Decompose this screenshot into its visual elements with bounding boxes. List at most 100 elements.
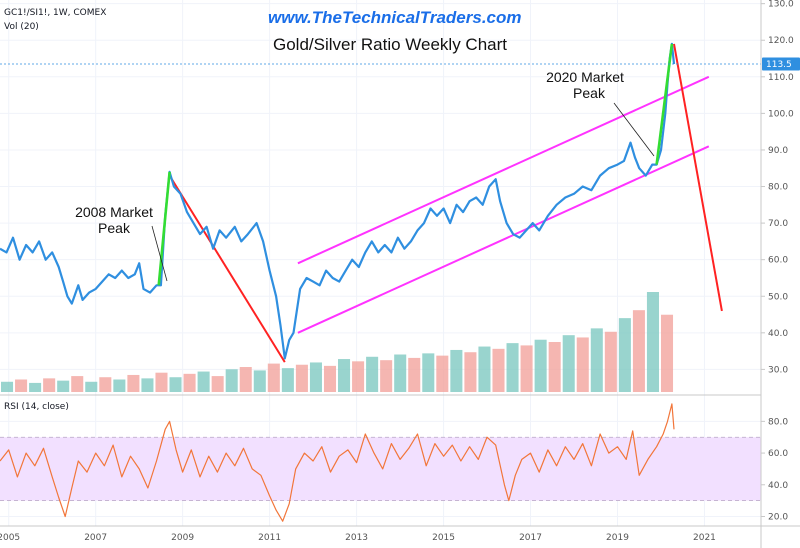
last-price-tag: 113.5 [762, 57, 800, 71]
last-price-tag-bg [762, 57, 800, 71]
volume-bar [267, 363, 280, 392]
volume-bar [113, 379, 126, 392]
volume-bars [0, 292, 674, 392]
volume-bar [323, 365, 337, 392]
volume-bar [57, 380, 70, 392]
volume-bar [632, 310, 645, 392]
price-axis[interactable]: 30.0 40.0 50.0 60.0 70.0 80.0 90.0 100.0 110.0 12… [761, 0, 794, 375]
price-tick-label: 60.0 [768, 256, 788, 266]
channel-lower-line [297, 145, 710, 334]
price-tick-label: 120.0 [768, 36, 794, 46]
symbol-line: GC1!/SI1!, 1W, COMEX [4, 8, 106, 18]
volume-bar [492, 348, 505, 392]
annotation-2020: 2020 Market Peak [546, 69, 655, 157]
volume-bar [450, 349, 463, 392]
volume-bar [225, 369, 238, 392]
volume-bar [197, 371, 210, 392]
price-tick-label: 80.0 [768, 183, 788, 193]
price-tick-label: 40.0 [768, 329, 788, 339]
rsi-label: RSI (14, close) [4, 402, 69, 412]
time-tick-label: 2017 [519, 533, 542, 543]
time-tick-label: 2021 [693, 533, 716, 543]
website-url[interactable]: www.TheTechnicalTraders.com [268, 8, 522, 27]
time-tick-label: 2005 [0, 533, 20, 543]
time-axis[interactable]: 2005 2007 2009 2011 2013 2015 2017 2019 2021 [0, 533, 716, 543]
rsi-band-borders [0, 436, 761, 502]
volume-bar [534, 339, 547, 392]
volume-bar [548, 342, 561, 392]
rally-2008-line [157, 171, 171, 286]
volume-bar [422, 353, 435, 392]
price-tick-label: 30.0 [768, 365, 788, 375]
price-tick-label: 100.0 [768, 109, 794, 119]
volume-bar [604, 331, 617, 392]
volume-bar [366, 356, 379, 392]
volume-bar [562, 335, 575, 392]
volume-bar [576, 337, 589, 392]
rsi-tick-label: 40.0 [768, 481, 788, 491]
volume-bar [15, 379, 28, 392]
volume-bar [436, 355, 449, 392]
annotation-2020-line2: Peak [573, 85, 606, 101]
volume-bar [520, 345, 533, 392]
volume-bar [0, 381, 14, 392]
volume-bar [380, 360, 393, 392]
volume-bar [281, 368, 294, 392]
rsi-tick-label: 80.0 [768, 417, 788, 427]
rsi-line [0, 403, 675, 522]
time-tick-label: 2015 [432, 533, 455, 543]
volume-bar [99, 377, 112, 392]
volume-bar [141, 378, 154, 392]
volume-bar [646, 292, 659, 392]
volume-bar [183, 373, 196, 392]
price-tick-label: 110.0 [768, 73, 794, 83]
volume-bar [169, 377, 182, 392]
volume-bar [71, 376, 84, 392]
time-tick-label: 2019 [606, 533, 629, 543]
price-tick-label: 130.0 [768, 0, 794, 10]
channel-upper-line [297, 75, 710, 265]
price-tick-label: 70.0 [768, 219, 788, 229]
annotation-2008-line2: Peak [98, 220, 131, 236]
volume-bar [618, 318, 631, 392]
volume-bar [29, 382, 42, 392]
chart-title: Gold/Silver Ratio Weekly Chart [273, 35, 507, 54]
price-line [0, 42, 676, 360]
time-tick-label: 2013 [345, 533, 368, 543]
annotation-2008: 2008 Market Peak [75, 204, 168, 282]
volume-bar [352, 361, 365, 392]
time-tick-label: 2007 [84, 533, 107, 543]
volume-bar [295, 364, 308, 392]
volume-bar [85, 381, 98, 392]
rsi-tick-label: 20.0 [768, 512, 788, 522]
volume-bar [309, 362, 322, 392]
volume-bar [338, 359, 351, 392]
last-price-tag-text: 113.5 [766, 60, 792, 70]
volume-bar [211, 376, 224, 392]
annotation-2008-line1: 2008 Market [75, 204, 153, 220]
price-tick-label: 50.0 [768, 292, 788, 302]
volume-bar [253, 370, 266, 392]
volume-bar [464, 352, 477, 392]
annotation-2020-line1: 2020 Market [546, 69, 624, 85]
volume-bar [239, 367, 252, 392]
volume-bar [408, 357, 421, 392]
volume-bar [660, 314, 674, 392]
decline-2008-2011-line [168, 175, 286, 363]
projection-2020-line [673, 43, 723, 312]
volume-bar [590, 328, 603, 392]
volume-bar [127, 374, 140, 392]
volume-label: Vol (20) [4, 22, 39, 32]
trend-lines [168, 43, 723, 363]
rsi-axis[interactable]: 20.0 40.0 60.0 80.0 [761, 417, 788, 522]
rsi-tick-label: 60.0 [768, 449, 788, 459]
volume-bar [506, 343, 519, 392]
annotation-2020-pointer [613, 102, 655, 157]
volume-bar [155, 372, 168, 392]
volume-bar [394, 354, 407, 392]
annotation-2008-pointer [151, 225, 168, 282]
time-tick-label: 2011 [258, 533, 281, 543]
price-tick-label: 90.0 [768, 146, 788, 156]
volume-bar [478, 346, 491, 392]
